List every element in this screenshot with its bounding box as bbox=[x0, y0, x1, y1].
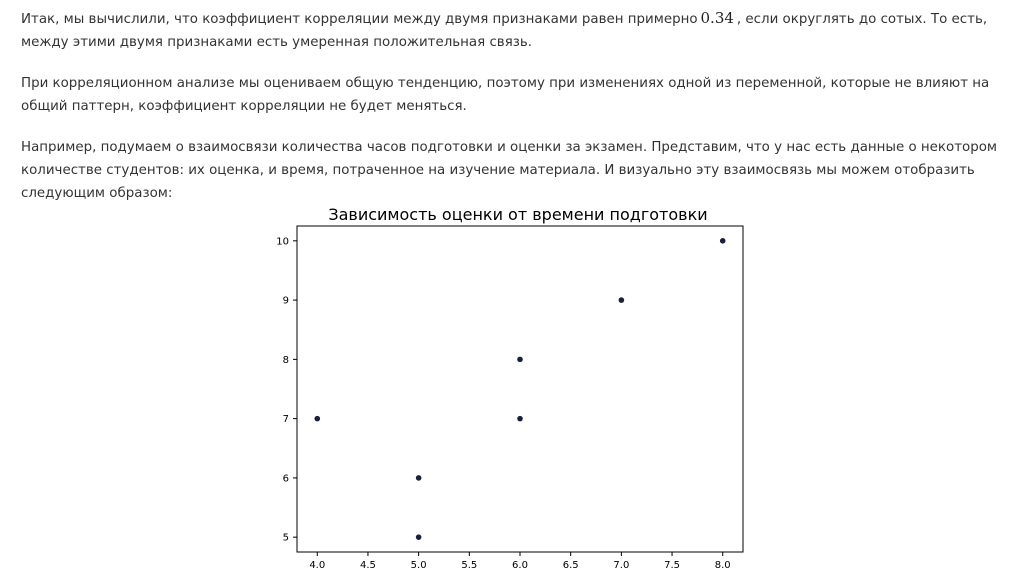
paragraph-general-trend: При корреляционном анализе мы оцениваем … bbox=[21, 76, 990, 114]
plot-area-frame bbox=[296, 225, 744, 553]
paragraph-text: Итак, мы вычислили, что коэффициент корр… bbox=[21, 12, 698, 27]
y-tick-label: 6 bbox=[283, 473, 289, 484]
data-point bbox=[618, 297, 625, 303]
chart-title: Зависимость оценки от времени подготовки bbox=[328, 205, 707, 224]
paragraph-example: Например, подумаем о взаимосвязи количес… bbox=[21, 140, 997, 201]
paragraph-text: , если округлять до сотых. То есть, межд… bbox=[21, 12, 988, 50]
y-tick-label: 7 bbox=[283, 414, 289, 425]
data-point bbox=[314, 415, 321, 422]
data-point bbox=[719, 238, 726, 244]
x-tick-label: 6.5 bbox=[563, 560, 579, 571]
x-tick-label: 7.0 bbox=[613, 560, 629, 571]
x-tick-label: 4.0 bbox=[309, 560, 325, 571]
x-tick-label: 6.0 bbox=[512, 560, 528, 571]
y-tick-label: 8 bbox=[283, 355, 289, 366]
correlation-value: 0.34 bbox=[700, 9, 734, 27]
y-tick-label: 10 bbox=[276, 236, 289, 247]
y-axis: 5 6 7 8 9 10 bbox=[276, 236, 297, 544]
data-point bbox=[415, 475, 422, 481]
y-tick-label: 9 bbox=[283, 296, 289, 307]
data-point bbox=[517, 356, 523, 363]
data-point bbox=[415, 534, 422, 540]
x-tick-label: 5.0 bbox=[411, 560, 427, 571]
x-tick-label: 7.5 bbox=[664, 560, 680, 571]
y-tick-label: 5 bbox=[283, 533, 289, 544]
x-tick-label: 4.5 bbox=[360, 560, 376, 571]
data-points bbox=[314, 238, 726, 540]
x-tick-label: 5.5 bbox=[461, 560, 477, 571]
paragraph-correlation-result: Итак, мы вычислили, что коэффициент корр… bbox=[21, 7, 1001, 54]
x-tick-label: 8.0 bbox=[715, 560, 731, 571]
data-point bbox=[517, 415, 523, 422]
x-axis: 4.0 4.5 5.0 5.5 6.0 6.5 7.0 7.5 8.0 bbox=[309, 552, 731, 571]
